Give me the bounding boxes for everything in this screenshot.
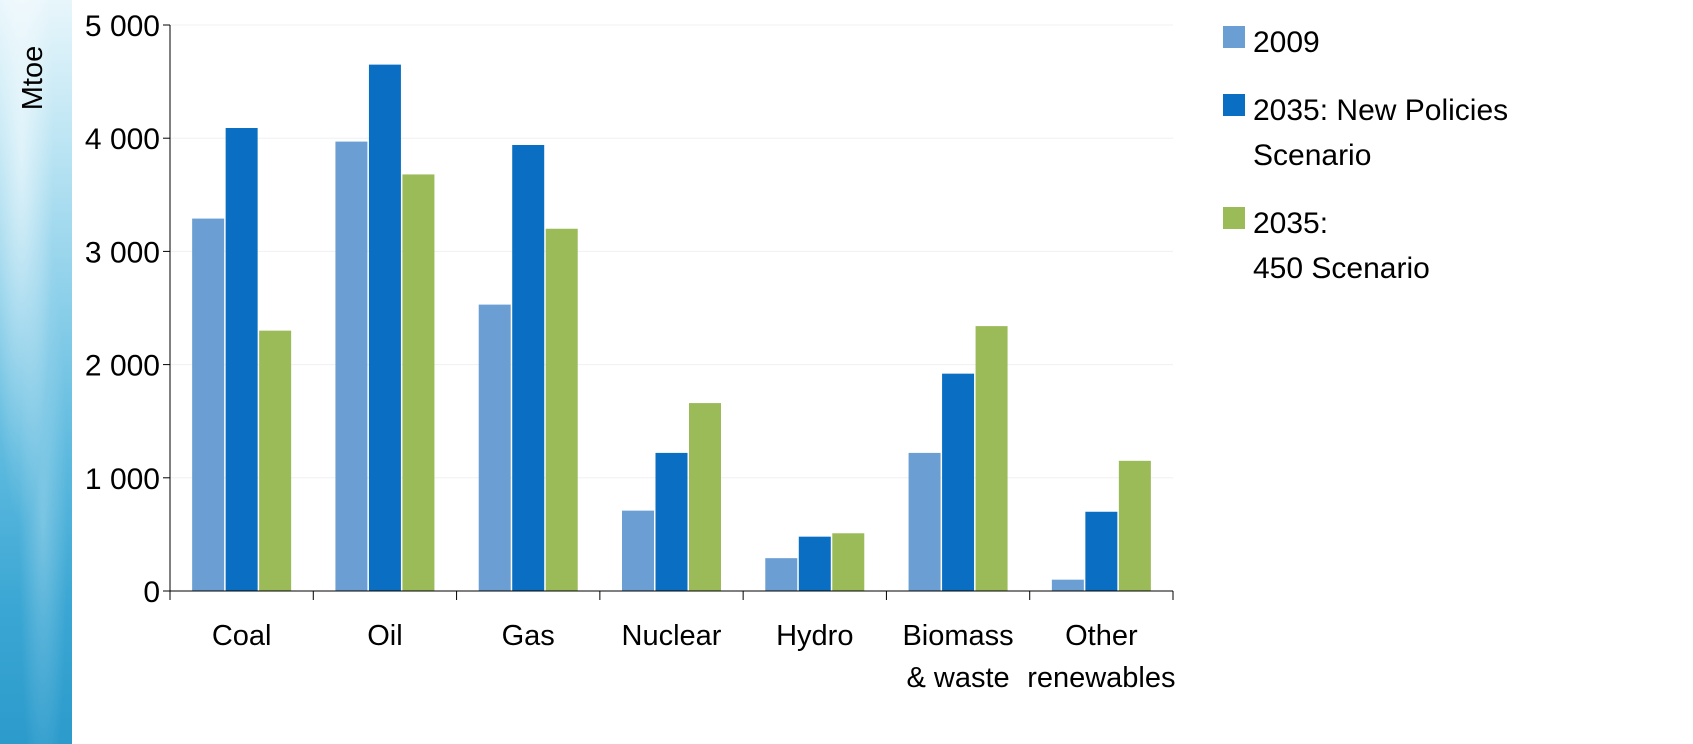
bar bbox=[975, 326, 1008, 591]
y-tick-label: 1 000 bbox=[85, 463, 160, 496]
decorative-side-stripe bbox=[0, 0, 72, 744]
legend-entry: 2009 bbox=[1253, 26, 1320, 59]
bars bbox=[192, 64, 1151, 592]
legend-swatch bbox=[1223, 94, 1245, 116]
y-tick-label: 4 000 bbox=[85, 123, 160, 156]
gridlines bbox=[170, 24, 1173, 479]
x-category-labels: Coal Oil Gas Nuclear Hydro Biomass & waste Othe… bbox=[212, 620, 1176, 694]
bar bbox=[225, 128, 258, 591]
bar bbox=[335, 141, 368, 591]
x-category-label: Gas bbox=[502, 620, 555, 652]
legend-swatch bbox=[1223, 26, 1245, 48]
y-tick-label: 3 000 bbox=[85, 236, 160, 269]
x-category-label: Biomass bbox=[902, 620, 1013, 652]
x-category-label: Hydro bbox=[776, 620, 853, 652]
bar bbox=[402, 174, 435, 591]
bar bbox=[545, 228, 578, 591]
y-tick-label: 0 bbox=[143, 576, 160, 609]
x-category-label: Oil bbox=[367, 620, 402, 652]
axes bbox=[163, 24, 1174, 600]
bar bbox=[192, 218, 225, 591]
legend-entry: Scenario bbox=[1253, 139, 1371, 172]
bar bbox=[259, 330, 292, 591]
bar bbox=[765, 558, 798, 591]
legend-entry: 450 Scenario bbox=[1253, 252, 1430, 285]
bar bbox=[908, 452, 941, 591]
bar bbox=[1085, 511, 1118, 591]
y-tick-label: 5 000 bbox=[85, 10, 160, 43]
bar bbox=[689, 403, 721, 591]
x-category-label: & waste bbox=[906, 662, 1009, 694]
bar bbox=[798, 536, 831, 591]
legend-swatch bbox=[1223, 207, 1245, 229]
bar bbox=[478, 304, 511, 591]
y-tick-labels: 0 1 000 2 000 3 000 4 000 5 000 bbox=[85, 10, 160, 609]
x-category-label: Coal bbox=[212, 620, 272, 652]
x-category-label: Nuclear bbox=[622, 620, 722, 652]
x-category-label: Other bbox=[1065, 620, 1138, 652]
bar bbox=[655, 452, 688, 591]
bar bbox=[942, 373, 975, 591]
legend: 2009 2035: New Policies Scenario 2035: 450 S… bbox=[1223, 26, 1508, 285]
bar bbox=[1118, 460, 1151, 591]
y-axis-label: Mtoe bbox=[17, 46, 49, 110]
legend-entry: 2035: New Policies bbox=[1253, 94, 1508, 127]
bar bbox=[622, 510, 654, 591]
bar bbox=[1051, 579, 1084, 591]
bar bbox=[832, 533, 865, 591]
y-tick-label: 2 000 bbox=[85, 350, 160, 383]
legend-entry: 2035: bbox=[1253, 207, 1328, 240]
bar bbox=[368, 64, 401, 592]
x-category-label: renewables bbox=[1027, 662, 1175, 694]
bar bbox=[512, 144, 545, 591]
